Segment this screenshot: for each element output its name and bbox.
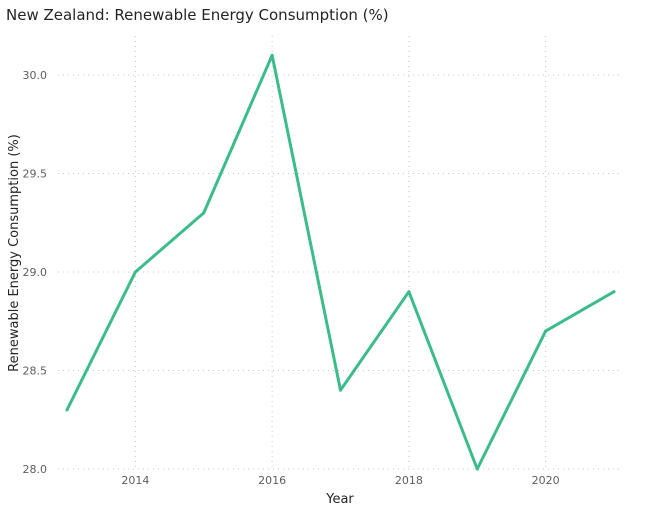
- series-line: [65, 53, 616, 471]
- y-tick-label: 28.0: [23, 463, 48, 476]
- x-tick-label: 2014: [121, 474, 149, 487]
- data-point: [270, 53, 274, 57]
- data-point: [475, 467, 479, 471]
- data-point: [544, 329, 548, 333]
- x-axis-title: Year: [325, 492, 354, 507]
- y-axis-ticks: 28.0 28.5 29.0 29.5 30.0: [23, 69, 48, 476]
- data-point: [407, 290, 411, 294]
- data-point: [133, 270, 137, 274]
- x-tick-label: 2018: [395, 474, 423, 487]
- series-layer: [65, 53, 616, 471]
- data-point: [202, 211, 206, 215]
- x-tick-label: 2020: [532, 474, 560, 487]
- x-axis-ticks: 2014 2016 2018 2020: [121, 474, 559, 487]
- y-tick-label: 29.0: [23, 266, 48, 279]
- data-point: [339, 388, 342, 392]
- y-tick-label: 29.5: [23, 168, 48, 181]
- data-point: [65, 408, 69, 412]
- data-point: [612, 290, 616, 294]
- y-tick-label: 28.5: [23, 365, 48, 378]
- chart-title: New Zealand: Renewable Energy Consumptio…: [6, 6, 389, 24]
- grid: [58, 36, 622, 470]
- x-tick-label: 2016: [258, 474, 286, 487]
- y-axis-title: Renewable Energy Consumption (%): [7, 134, 22, 372]
- y-tick-label: 30.0: [23, 69, 48, 82]
